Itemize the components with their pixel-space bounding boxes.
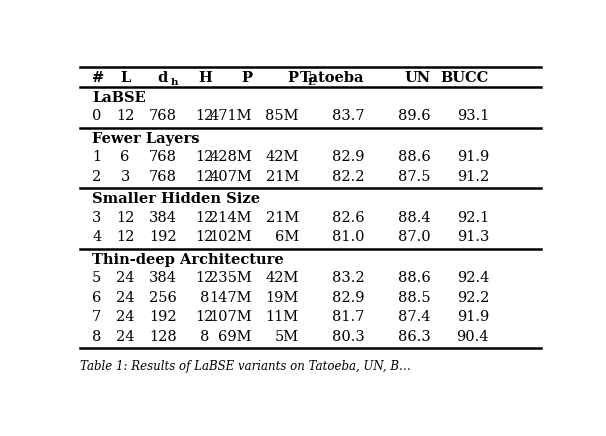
Text: 102M: 102M	[209, 230, 252, 244]
Text: 83.7: 83.7	[332, 109, 365, 123]
Text: 471M: 471M	[209, 109, 252, 123]
Text: 428M: 428M	[209, 150, 252, 164]
Text: 5M: 5M	[275, 330, 299, 344]
Text: 42M: 42M	[265, 271, 299, 285]
Text: 80.3: 80.3	[332, 330, 365, 344]
Text: 8: 8	[92, 330, 102, 344]
Text: Thin-deep Architecture: Thin-deep Architecture	[92, 252, 284, 267]
Text: 1: 1	[92, 150, 101, 164]
Text: 83.2: 83.2	[332, 271, 365, 285]
Text: 88.6: 88.6	[398, 150, 430, 164]
Text: 768: 768	[148, 109, 176, 123]
Text: 4: 4	[92, 230, 101, 244]
Text: LaBSE: LaBSE	[92, 91, 146, 105]
Text: 90.4: 90.4	[456, 330, 489, 344]
Text: 192: 192	[149, 310, 176, 324]
Text: 87.4: 87.4	[398, 310, 430, 324]
Text: 12: 12	[196, 170, 214, 184]
Text: 92.4: 92.4	[457, 271, 489, 285]
Text: Fewer Layers: Fewer Layers	[92, 132, 200, 146]
Text: 3: 3	[121, 170, 130, 184]
Text: 87.0: 87.0	[398, 230, 430, 244]
Text: 12: 12	[116, 230, 135, 244]
Text: 19M: 19M	[265, 291, 299, 305]
Text: 91.9: 91.9	[457, 150, 489, 164]
Text: L: L	[120, 71, 130, 85]
Text: 12: 12	[196, 230, 214, 244]
Text: 147M: 147M	[209, 291, 252, 305]
Text: 92.1: 92.1	[457, 211, 489, 225]
Text: 8: 8	[200, 330, 210, 344]
Text: 3: 3	[92, 211, 102, 225]
Text: 2: 2	[92, 170, 101, 184]
Text: Smaller Hidden Size: Smaller Hidden Size	[92, 192, 261, 206]
Text: BUCC: BUCC	[441, 71, 489, 85]
Text: 12: 12	[196, 310, 214, 324]
Text: 24: 24	[116, 291, 135, 305]
Text: P: P	[288, 71, 299, 85]
Text: 82.6: 82.6	[332, 211, 365, 225]
Text: 11M: 11M	[265, 310, 299, 324]
Text: 82.9: 82.9	[332, 150, 365, 164]
Text: 21M: 21M	[265, 170, 299, 184]
Text: 6: 6	[92, 291, 102, 305]
Text: 85M: 85M	[265, 109, 299, 123]
Text: 12: 12	[196, 211, 214, 225]
Text: 235M: 235M	[209, 271, 252, 285]
Text: 24: 24	[116, 310, 135, 324]
Text: 24: 24	[116, 330, 135, 344]
Text: 107M: 107M	[209, 310, 252, 324]
Text: 768: 768	[148, 150, 176, 164]
Text: 87.5: 87.5	[398, 170, 430, 184]
Text: Table 1: Results of LaBSE variants on Tatoeba, UN, B…: Table 1: Results of LaBSE variants on Ta…	[81, 360, 411, 373]
Text: 92.2: 92.2	[457, 291, 489, 305]
Text: 256: 256	[148, 291, 176, 305]
Text: 86.3: 86.3	[398, 330, 430, 344]
Text: 5: 5	[92, 271, 101, 285]
Text: 24: 24	[116, 271, 135, 285]
Text: 384: 384	[148, 211, 176, 225]
Text: 6M: 6M	[275, 230, 299, 244]
Text: 91.2: 91.2	[457, 170, 489, 184]
Text: 91.9: 91.9	[457, 310, 489, 324]
Text: 88.4: 88.4	[398, 211, 430, 225]
Text: UN: UN	[404, 71, 430, 85]
Text: 12: 12	[116, 109, 135, 123]
Text: 12: 12	[196, 150, 214, 164]
Text: 407M: 407M	[209, 170, 252, 184]
Text: 81.7: 81.7	[332, 310, 365, 324]
Text: 128: 128	[148, 330, 176, 344]
Text: 42M: 42M	[265, 150, 299, 164]
Text: 214M: 214M	[209, 211, 252, 225]
Text: 93.1: 93.1	[457, 109, 489, 123]
Text: d: d	[158, 71, 168, 85]
Text: 21M: 21M	[265, 211, 299, 225]
Text: 82.9: 82.9	[332, 291, 365, 305]
Text: 88.5: 88.5	[398, 291, 430, 305]
Text: 192: 192	[149, 230, 176, 244]
Text: 8: 8	[200, 291, 210, 305]
Text: 82.2: 82.2	[332, 170, 365, 184]
Text: Tatoeba: Tatoeba	[300, 71, 365, 85]
Text: 88.6: 88.6	[398, 271, 430, 285]
Text: 69M: 69M	[218, 330, 252, 344]
Text: 89.6: 89.6	[398, 109, 430, 123]
Text: 91.3: 91.3	[457, 230, 489, 244]
Text: P: P	[241, 71, 252, 85]
Text: E: E	[307, 78, 315, 88]
Text: 12: 12	[116, 211, 135, 225]
Text: 12: 12	[196, 109, 214, 123]
Text: 81.0: 81.0	[332, 230, 365, 244]
Text: #: #	[92, 71, 104, 85]
Text: h: h	[171, 78, 179, 88]
Text: 6: 6	[121, 150, 130, 164]
Text: 384: 384	[148, 271, 176, 285]
Text: 12: 12	[196, 271, 214, 285]
Text: H: H	[198, 71, 211, 85]
Text: 7: 7	[92, 310, 101, 324]
Text: 0: 0	[92, 109, 102, 123]
Text: 768: 768	[148, 170, 176, 184]
